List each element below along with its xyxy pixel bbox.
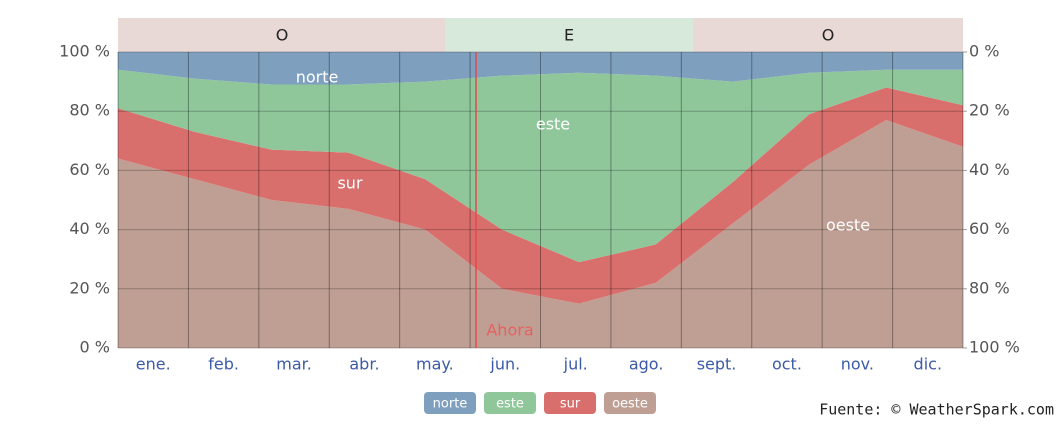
x-tick-label: mar.	[276, 355, 312, 374]
area-label: sur	[337, 174, 362, 193]
x-tick-label: jun.	[489, 355, 520, 374]
area-label: este	[536, 115, 570, 134]
dominant-label: O	[276, 26, 289, 45]
legend-swatch	[544, 392, 596, 414]
y-tick-label: 40 %	[69, 219, 110, 238]
y-tick-label: 20 %	[69, 278, 110, 297]
area	[118, 87, 963, 304]
x-tick-label: dic.	[914, 355, 942, 374]
area	[118, 120, 963, 348]
y2-tick-label: 40 %	[969, 160, 1010, 179]
y2-tick-label: 80 %	[969, 278, 1010, 297]
dominant-label: E	[564, 26, 574, 45]
area	[118, 69, 963, 263]
x-tick-label: abr.	[349, 355, 379, 374]
dominant-label: O	[822, 26, 835, 45]
x-tick-label: may.	[416, 355, 454, 374]
x-tick-label: jul.	[563, 355, 588, 374]
x-tick-label: oct.	[772, 355, 802, 374]
x-tick-label: nov.	[841, 355, 874, 374]
legend-label: norte	[433, 397, 468, 412]
dominant-band	[693, 18, 963, 52]
y2-tick-label: 100 %	[969, 338, 1020, 357]
area-label: oeste	[826, 216, 870, 235]
source: Fuente: © WeatherSpark.com	[819, 401, 1054, 419]
legend-label: oeste	[612, 397, 648, 412]
y-tick-label: 100 %	[59, 42, 110, 61]
y-tick-label: 60 %	[69, 160, 110, 179]
legend-label: sur	[560, 397, 581, 412]
x-tick-label: feb.	[208, 355, 239, 374]
x-tick-label: ene.	[136, 355, 171, 374]
y2-tick-label: 60 %	[969, 219, 1010, 238]
dominant-band	[445, 18, 693, 52]
y-tick-label: 0 %	[80, 338, 110, 357]
legend-label: este	[496, 397, 524, 412]
x-tick-label: ago.	[629, 355, 664, 374]
area	[118, 52, 963, 85]
dominant-band	[118, 18, 445, 52]
x-tick-label: sept.	[697, 355, 737, 374]
annotation: Ahora	[486, 321, 533, 340]
legend-swatch	[424, 392, 476, 414]
legend-swatch	[604, 392, 656, 414]
y2-tick-label: 20 %	[969, 101, 1010, 120]
y2-tick-label: 0 %	[969, 42, 999, 61]
area-label: norte	[296, 68, 339, 87]
legend-swatch	[484, 392, 536, 414]
y-tick-label: 80 %	[69, 101, 110, 120]
